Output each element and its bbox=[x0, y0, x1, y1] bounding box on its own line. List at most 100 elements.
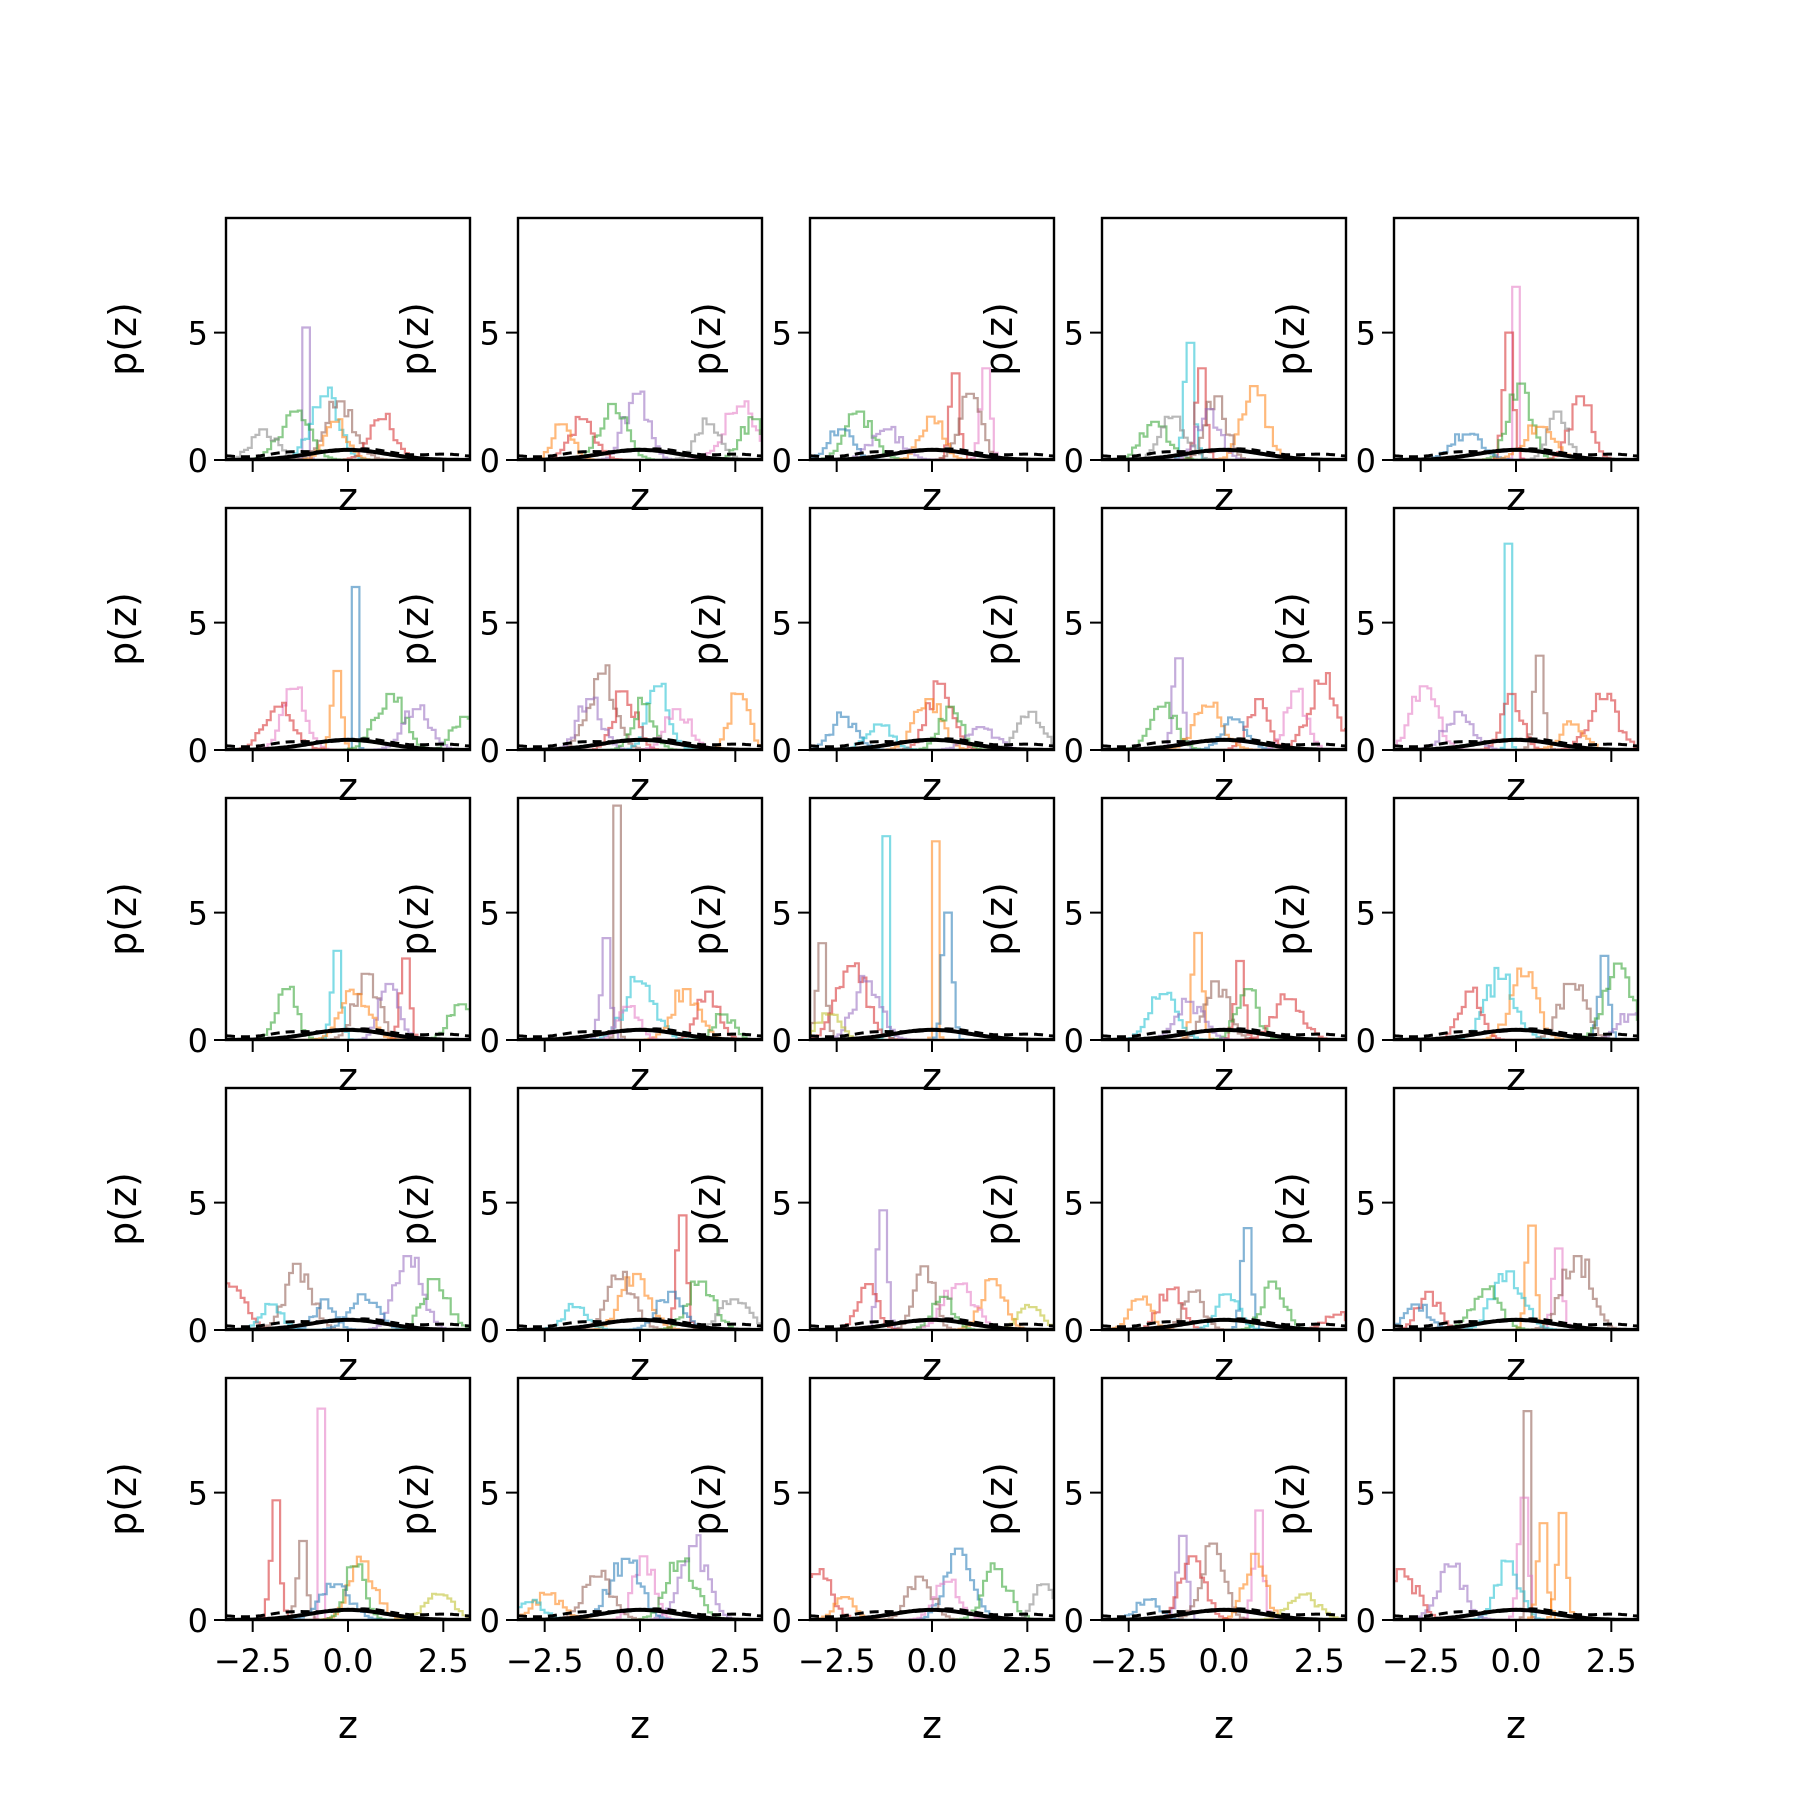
panel: 0 5 p(z) z bbox=[685, 1086, 1056, 1389]
x-tick-label: 0.0 bbox=[907, 1642, 958, 1680]
y-tick-label: 5 bbox=[188, 605, 208, 643]
x-tick-label: −2.5 bbox=[1090, 1642, 1168, 1680]
x-tick-label: 0.0 bbox=[1199, 1642, 1250, 1680]
y-tick-label: 5 bbox=[188, 1185, 208, 1223]
plot-area bbox=[1102, 931, 1346, 1040]
plot-area bbox=[518, 1534, 762, 1620]
y-axis-label: p(z) bbox=[685, 882, 729, 956]
x-axis-label: z bbox=[1214, 1345, 1234, 1389]
y-axis-label: p(z) bbox=[685, 592, 729, 666]
y-tick-label: 0 bbox=[1064, 732, 1084, 770]
y-axis-label: p(z) bbox=[685, 302, 729, 376]
y-axis-label: p(z) bbox=[101, 1462, 145, 1536]
plot-area bbox=[1394, 1224, 1638, 1330]
x-axis-label: z bbox=[1506, 1703, 1526, 1747]
y-tick-label: 5 bbox=[480, 895, 500, 933]
plot-area bbox=[810, 367, 1054, 460]
y-axis-label: p(z) bbox=[393, 882, 437, 956]
plot-area bbox=[1394, 542, 1638, 750]
histogram-series bbox=[631, 1534, 759, 1620]
panel: 0 5 p(z) z bbox=[977, 1086, 1348, 1389]
y-tick-label: 5 bbox=[1064, 315, 1084, 353]
panel: 0 5 p(z) z bbox=[1269, 216, 1640, 519]
y-axis-label: p(z) bbox=[1269, 1462, 1313, 1536]
panel: 0 5 −2.5 0.0 2.5 p(z) z bbox=[685, 1376, 1056, 1747]
y-axis-label: p(z) bbox=[1269, 882, 1313, 956]
histogram-series bbox=[249, 1499, 306, 1620]
y-tick-label: 5 bbox=[1064, 1475, 1084, 1513]
y-tick-label: 0 bbox=[480, 1022, 500, 1060]
y-tick-label: 0 bbox=[188, 1022, 208, 1060]
y-tick-label: 0 bbox=[188, 1312, 208, 1350]
y-tick-label: 0 bbox=[772, 442, 792, 480]
panel: 0 5 p(z) z bbox=[977, 506, 1348, 809]
y-tick-label: 5 bbox=[1356, 1185, 1376, 1223]
axes-frame bbox=[1392, 796, 1640, 1042]
plot-area bbox=[810, 1547, 1054, 1620]
x-axis-label: z bbox=[1214, 765, 1234, 809]
y-tick-label: 0 bbox=[480, 1312, 500, 1350]
histogram-series bbox=[1394, 685, 1487, 750]
x-axis-label: z bbox=[630, 475, 650, 519]
panel: 0 5 p(z) z bbox=[101, 796, 472, 1099]
plot-area bbox=[226, 1407, 470, 1620]
histogram-series bbox=[1556, 962, 1638, 1040]
x-axis-label: z bbox=[338, 765, 358, 809]
y-axis-label: p(z) bbox=[101, 302, 145, 376]
plot-area bbox=[1394, 285, 1638, 460]
y-tick-label: 0 bbox=[480, 732, 500, 770]
panel: 0 5 p(z) z bbox=[393, 506, 764, 809]
y-tick-label: 5 bbox=[480, 1185, 500, 1223]
panel: 0 5 p(z) z bbox=[1269, 1086, 1640, 1389]
plot-area bbox=[810, 680, 1054, 750]
x-axis-label: z bbox=[338, 1055, 358, 1099]
panel: 0 5 p(z) z bbox=[685, 796, 1056, 1099]
y-tick-label: 5 bbox=[480, 605, 500, 643]
panel: 0 5 p(z) z bbox=[1269, 796, 1640, 1099]
y-tick-label: 0 bbox=[188, 1602, 208, 1640]
histogram-series bbox=[1535, 1511, 1592, 1620]
histogram-series bbox=[310, 669, 367, 750]
histogram-series bbox=[929, 372, 985, 460]
y-tick-label: 0 bbox=[1356, 732, 1376, 770]
y-tick-label: 0 bbox=[1356, 1312, 1376, 1350]
y-tick-label: 0 bbox=[480, 442, 500, 480]
y-tick-label: 5 bbox=[188, 895, 208, 933]
y-tick-label: 5 bbox=[480, 1475, 500, 1513]
x-tick-label: 0.0 bbox=[1491, 1642, 1542, 1680]
x-axis-label: z bbox=[922, 475, 942, 519]
y-tick-label: 0 bbox=[1356, 442, 1376, 480]
y-axis-label: p(z) bbox=[393, 592, 437, 666]
histogram-series bbox=[1238, 1592, 1346, 1620]
x-tick-label: −2.5 bbox=[1382, 1642, 1460, 1680]
y-tick-label: 0 bbox=[480, 1602, 500, 1640]
y-tick-label: 5 bbox=[772, 1475, 792, 1513]
y-axis-label: p(z) bbox=[101, 1172, 145, 1246]
panel: 0 5 −2.5 0.0 2.5 p(z) z bbox=[1269, 1376, 1640, 1747]
plot-area bbox=[810, 1209, 1054, 1330]
y-axis-label: p(z) bbox=[977, 592, 1021, 666]
panel: 0 5 −2.5 0.0 2.5 p(z) z bbox=[101, 1376, 472, 1747]
x-axis-label: z bbox=[1506, 765, 1526, 809]
x-tick-label: −2.5 bbox=[214, 1642, 292, 1680]
plot-area bbox=[1394, 1410, 1638, 1620]
y-axis-label: p(z) bbox=[977, 1462, 1021, 1536]
panel: 0 5 p(z) z bbox=[393, 216, 764, 519]
y-tick-label: 5 bbox=[1064, 605, 1084, 643]
y-tick-label: 0 bbox=[188, 442, 208, 480]
panel: 0 5 −2.5 0.0 2.5 p(z) z bbox=[977, 1376, 1348, 1747]
y-axis-label: p(z) bbox=[101, 592, 145, 666]
y-axis-label: p(z) bbox=[393, 1462, 437, 1536]
y-tick-label: 5 bbox=[480, 315, 500, 353]
x-tick-label: 2.5 bbox=[1294, 1642, 1345, 1680]
plot-area bbox=[518, 664, 762, 750]
histogram-series bbox=[601, 804, 637, 1040]
histogram-series bbox=[871, 835, 906, 1040]
panel: 0 5 −2.5 0.0 2.5 p(z) z bbox=[393, 1376, 764, 1747]
x-axis-label: z bbox=[630, 765, 650, 809]
y-axis-label: p(z) bbox=[977, 302, 1021, 376]
x-axis-label: z bbox=[1214, 1703, 1234, 1747]
y-tick-label: 0 bbox=[772, 1602, 792, 1640]
y-tick-label: 0 bbox=[1356, 1602, 1376, 1640]
